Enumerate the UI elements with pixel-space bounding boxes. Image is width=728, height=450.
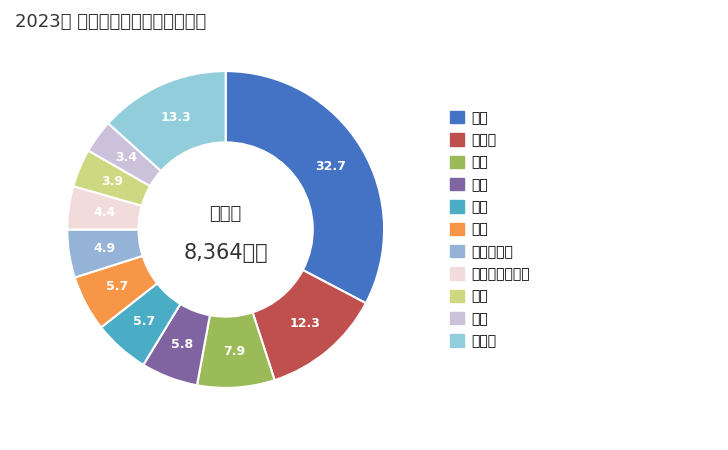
Text: 32.7: 32.7 [315, 159, 347, 172]
Text: 3.9: 3.9 [102, 176, 124, 188]
Text: 4.4: 4.4 [93, 206, 115, 219]
Wedge shape [197, 312, 274, 388]
Wedge shape [101, 284, 181, 365]
Text: 5.7: 5.7 [133, 315, 155, 328]
Text: 総　額: 総 額 [210, 205, 242, 223]
Wedge shape [67, 230, 143, 278]
Wedge shape [253, 270, 366, 380]
Text: 7.9: 7.9 [223, 346, 245, 359]
Text: 3.4: 3.4 [115, 151, 138, 164]
Text: 5.7: 5.7 [106, 280, 128, 293]
Text: 8,364万円: 8,364万円 [183, 243, 268, 263]
Wedge shape [75, 256, 157, 327]
Wedge shape [67, 186, 142, 230]
Text: 12.3: 12.3 [290, 317, 320, 330]
Wedge shape [143, 304, 210, 385]
Legend: 中国, ドイツ, 韓国, 米国, 台湾, タイ, フィリピン, サウジアラビア, チリ, 香港, その他: 中国, ドイツ, 韓国, 米国, 台湾, タイ, フィリピン, サウジアラビア,… [451, 111, 530, 348]
Text: 13.3: 13.3 [160, 111, 191, 124]
Wedge shape [226, 71, 384, 303]
Wedge shape [74, 151, 150, 206]
Text: 2023年 輸出相手国のシェア（％）: 2023年 輸出相手国のシェア（％） [15, 14, 206, 32]
Wedge shape [108, 71, 226, 171]
Wedge shape [88, 123, 161, 186]
Text: 5.8: 5.8 [171, 338, 193, 351]
Text: 4.9: 4.9 [93, 242, 116, 255]
